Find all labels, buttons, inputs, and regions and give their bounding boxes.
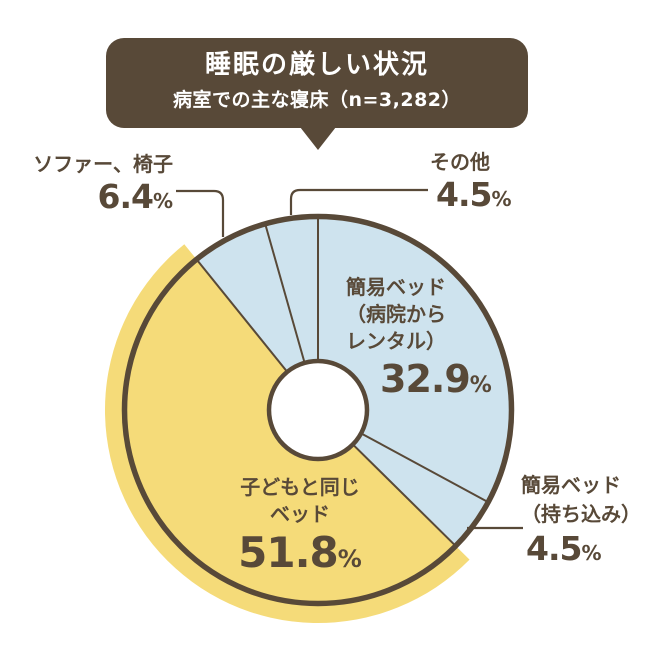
- percent-sign: %: [581, 541, 602, 565]
- percent-sign: %: [152, 189, 173, 213]
- percent-sign: %: [337, 545, 362, 573]
- leader-line-sofa: [176, 189, 225, 237]
- callout-bring-label-1: 簡易ベッド: [521, 473, 621, 497]
- callout-same-bed-value: 51.8%: [238, 528, 362, 577]
- percent-sign: %: [491, 187, 512, 211]
- slice-divider-other: [264, 223, 306, 364]
- callout-other-label: その他: [430, 150, 490, 174]
- callout-rental-label-3: レンタル）: [346, 329, 446, 353]
- chart-title: 睡眠の厳しい状況: [204, 50, 429, 80]
- callout-bring-value: 4.5%: [526, 529, 602, 568]
- percent-sign: %: [469, 373, 492, 398]
- balloon-pointer-triangle: [300, 127, 336, 150]
- callout-other-value: 4.5%: [436, 175, 512, 214]
- callout-same-bed-label-2: ベッド: [270, 502, 330, 526]
- callout-sofa-label: ソファー、椅子: [33, 152, 173, 176]
- pie-slice-sofa: [194, 221, 318, 410]
- callout-rental: 簡易ベッド （病院から レンタル） 32.9%: [346, 274, 492, 400]
- callout-rental-label-1: 簡易ベッド: [346, 275, 446, 299]
- pie-slice-bring: [318, 410, 491, 548]
- callout-same-bed-label-1: 子どもと同じ: [240, 475, 360, 499]
- callout-rental-value: 32.9%: [380, 357, 492, 401]
- callout-rental-label-2: （病院から: [346, 302, 446, 326]
- chart-subtitle: 病室での主な寝床（n=3,282）: [172, 89, 462, 112]
- callout-sofa: ソファー、椅子 6.4%: [25, 151, 173, 215]
- pie-slices-group: [104, 213, 515, 624]
- slice-divider-bring: [360, 432, 490, 504]
- callout-other: その他 4.5%: [430, 149, 512, 213]
- donut-hole: [266, 358, 370, 462]
- slice-divider-sofa: [195, 258, 289, 373]
- callout-sofa-value: 6.4%: [97, 177, 173, 216]
- title-balloon: 睡眠の厳しい状況 病室での主な寝床（n=3,282）: [106, 38, 528, 128]
- donut-outer-ring: [121, 213, 515, 607]
- callout-bring-label-2: （持ち込み）: [521, 502, 641, 526]
- callout-bring: 簡易ベッド （持ち込み） 4.5%: [521, 471, 641, 567]
- callout-same-bed: 子どもと同じ ベッド 51.8%: [222, 474, 378, 575]
- leader-line-other: [289, 188, 428, 215]
- slice-divider-same_bed: [352, 443, 457, 548]
